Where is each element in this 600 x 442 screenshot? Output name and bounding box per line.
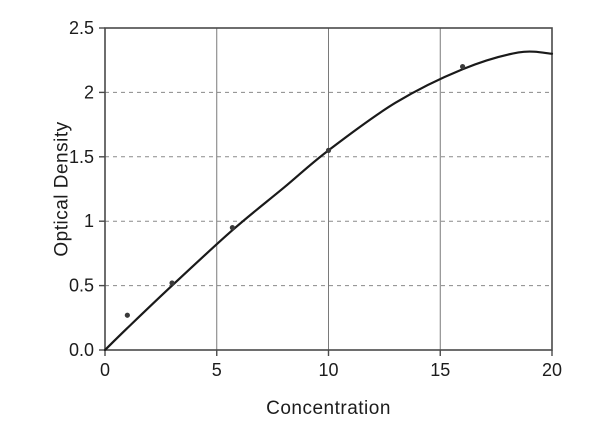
y-tick-label: 1.5	[69, 147, 94, 167]
data-point	[460, 64, 466, 70]
data-point	[229, 225, 235, 231]
x-tick-label: 10	[318, 360, 338, 380]
x-tick-label: 0	[100, 360, 110, 380]
y-tick-label: 0.5	[69, 276, 94, 296]
y-tick-label: 1	[84, 211, 94, 231]
data-point	[325, 147, 332, 153]
x-tick-label: 5	[212, 360, 222, 380]
data-point	[169, 280, 175, 286]
y-tick-label: 0.0	[69, 340, 94, 360]
x-tick-label: 15	[430, 360, 450, 380]
x-tick-label: 20	[542, 360, 562, 380]
y-tick-label: 2.5	[69, 18, 94, 38]
data-point	[124, 312, 130, 318]
y-tick-label: 2	[84, 82, 94, 102]
y-axis-title: Optical Density	[51, 121, 73, 257]
fit-curve	[103, 50, 554, 352]
x-axis-title: Concentration	[266, 398, 391, 419]
